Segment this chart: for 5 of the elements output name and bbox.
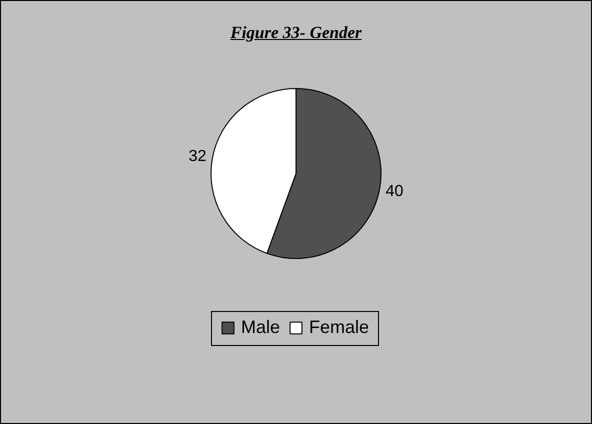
chart-title: Figure 33- Gender: [229, 23, 363, 43]
legend-label: Male: [241, 317, 280, 337]
legend-label: Female: [309, 317, 370, 337]
data-label: 40: [386, 182, 404, 200]
data-label: 32: [188, 148, 207, 166]
